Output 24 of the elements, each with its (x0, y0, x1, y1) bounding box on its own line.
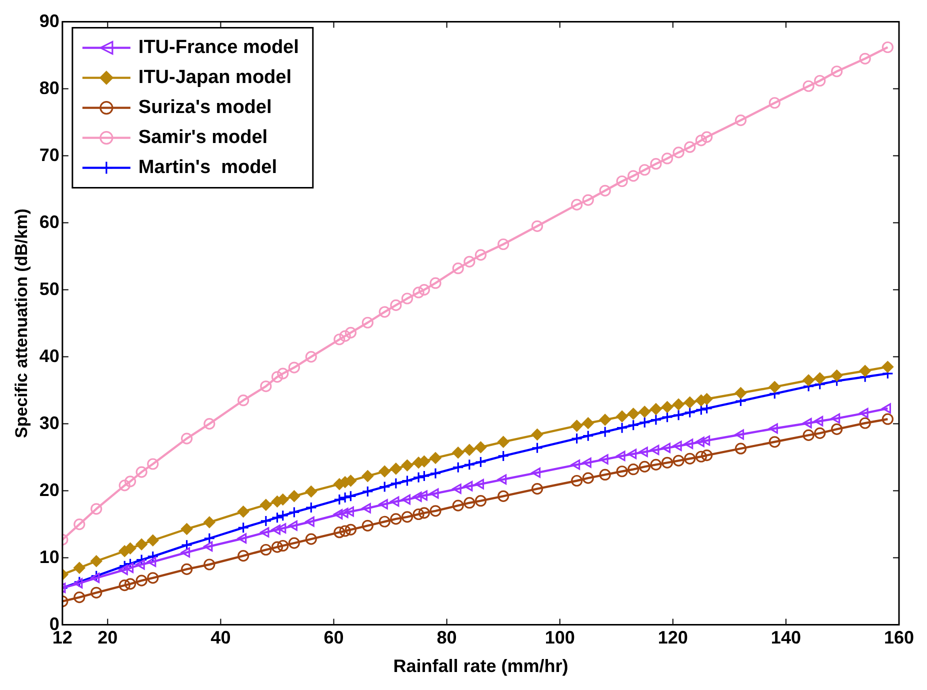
legend-label: Suriza's model (138, 97, 272, 118)
y-tick-label: 80 (39, 78, 60, 98)
legend-label: Martin's model (138, 157, 278, 178)
y-tick-label: 10 (39, 546, 60, 567)
legend-label: ITU-France model (138, 37, 299, 58)
x-tick-label: 20 (98, 628, 118, 648)
y-tick-label: 50 (39, 278, 60, 299)
y-tick-label: 20 (39, 480, 60, 500)
legend-label: Samir's model (138, 127, 268, 148)
x-axis-title: Rainfall rate (mm/hr) (393, 656, 568, 676)
legend-label: ITU-Japan model (138, 67, 292, 88)
y-tick-label: 60 (39, 212, 60, 232)
x-tick-label: 100 (544, 628, 575, 648)
x-tick-label: 120 (658, 628, 688, 648)
y-tick-label: 90 (39, 10, 60, 31)
y-tick-label: 40 (39, 346, 60, 366)
x-tick-label: 40 (210, 628, 231, 648)
y-tick-label: 30 (39, 412, 60, 433)
y-axis-title: Specific attenuation (dB/km) (12, 208, 31, 438)
x-tick-label: 80 (436, 628, 457, 648)
y-tick-label: 70 (39, 144, 60, 165)
x-tick-label: 60 (324, 628, 344, 648)
x-tick-label: 160 (884, 628, 914, 648)
x-tick-label: 140 (770, 628, 801, 648)
